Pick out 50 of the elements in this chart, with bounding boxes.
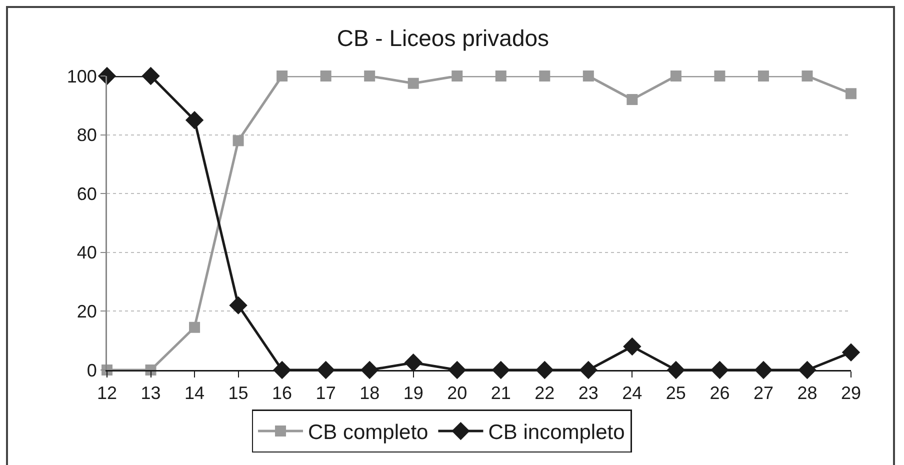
point (623, 337, 642, 356)
point (142, 66, 160, 86)
x-tick-label: 17 (316, 383, 336, 404)
x-tick-label: 16 (272, 383, 292, 404)
x-tick-label: 27 (753, 383, 774, 404)
point (714, 70, 726, 82)
point (846, 88, 856, 100)
point (802, 70, 813, 82)
point (582, 70, 594, 82)
x-tick-label: 18 (360, 383, 380, 404)
point (452, 70, 463, 82)
legend-label: CB incompleto (488, 421, 625, 444)
x-tick-label: 15 (228, 383, 248, 404)
x-tick-label: 25 (666, 383, 686, 404)
x-tick-label: 20 (447, 383, 468, 404)
point (626, 94, 638, 106)
legend-label: CB completo (308, 421, 428, 444)
point (232, 135, 244, 146)
chart-title: CB - Liceos privados (336, 25, 550, 52)
x-tick-label: 21 (490, 383, 511, 404)
point (364, 70, 376, 82)
x-tick-label: 23 (578, 383, 598, 404)
point (495, 70, 506, 82)
x-tick-label: 24 (622, 383, 642, 404)
point (539, 70, 550, 82)
point (189, 322, 200, 333)
x-tick-label: 14 (184, 383, 205, 404)
point (276, 70, 288, 82)
point (185, 111, 204, 130)
point (98, 66, 116, 86)
y-tick-label: 60 (76, 184, 97, 204)
point (758, 70, 769, 82)
point (842, 343, 860, 362)
x-tick-label: 29 (840, 383, 862, 404)
y-tick-label: 0 (86, 360, 97, 380)
point (408, 78, 419, 89)
y-tick-label: 40 (76, 242, 97, 263)
y-tick-label: 80 (76, 125, 97, 146)
x-tick-label: 19 (403, 383, 424, 404)
y-tick-label: 20 (76, 302, 97, 322)
x-tick-label: 28 (797, 383, 818, 404)
point (320, 70, 332, 82)
x-tick-label: 22 (534, 383, 555, 404)
y-tick-label: 100 (66, 66, 97, 86)
point (670, 70, 682, 82)
x-tick-label: 26 (710, 383, 730, 404)
x-tick-label: 13 (140, 383, 161, 404)
point (229, 296, 248, 314)
x-tick-label: 12 (96, 383, 118, 404)
point (404, 354, 422, 372)
